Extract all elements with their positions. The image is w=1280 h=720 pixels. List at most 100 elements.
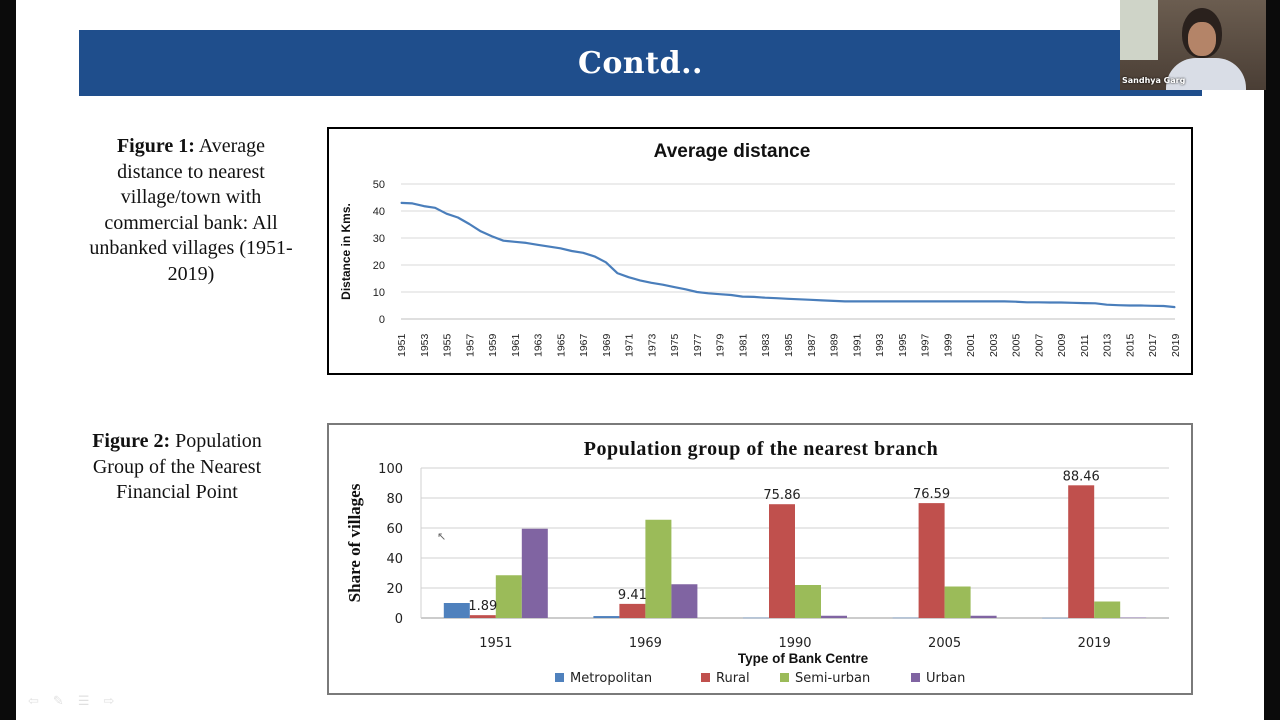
chart1-data-point: [536, 244, 539, 246]
chart2-bar-rural-1951: [469, 615, 496, 618]
chart1-x-tick-label: 1989: [829, 333, 841, 357]
chart1-x-tick-label: 2013: [1102, 333, 1114, 357]
chart1-data-point: [423, 205, 425, 207]
chart1-data-point: [411, 202, 413, 205]
chart2-y-tick-label: 100: [378, 462, 403, 477]
chart1-title: Average distance: [654, 141, 811, 162]
chart2-bar-semi-urban-2005: [944, 586, 971, 618]
pen-icon[interactable]: ✎: [52, 694, 64, 709]
chart1-x-tick-label: 1995: [897, 333, 909, 357]
figure-2-label: Figure 2:: [92, 430, 171, 452]
chart1-x-tick-label: 1967: [578, 333, 590, 357]
chart1-data-point: [628, 276, 630, 278]
figure-2-caption-text: Population Group of the Nearest Financia…: [92, 430, 262, 503]
chart1-data-point: [741, 295, 744, 298]
chart2-legend-swatch: [701, 673, 710, 682]
chart1-y-tick-label: 30: [373, 233, 385, 245]
chart2-legend-swatch: [780, 673, 789, 682]
chart1-x-tick-label: 1973: [646, 333, 658, 357]
chart1-data-point: [559, 247, 561, 249]
chart1-x-tick-label: 2007: [1033, 333, 1045, 357]
chart2-bar-semi-urban-2019: [1094, 601, 1121, 618]
chart1-data-point: [684, 288, 687, 290]
chart2-data-label: 1.89: [468, 599, 497, 614]
chart1-x-tick-label: 1999: [942, 333, 954, 357]
chart1-data-point: [1151, 305, 1153, 307]
chart1-x-tick-label: 1993: [874, 333, 886, 357]
chart2-data-label: 9.41: [618, 588, 647, 603]
chart1-x-tick-label: 1965: [555, 333, 567, 357]
chart1-data-point: [1106, 304, 1108, 306]
chart1-x-tick-label: 2011: [1079, 334, 1091, 357]
chart1-data-point: [593, 255, 596, 257]
chart2-data-label: 88.46: [1063, 469, 1100, 484]
chart2-x-tick-label: 1990: [778, 636, 811, 651]
chart1-x-tick-label: 1955: [442, 333, 454, 357]
chart2-bar-urban-2019: [1120, 617, 1147, 619]
chart2-x-tick-label: 1969: [629, 636, 662, 651]
chart2-bar-metropolitan-2005: [892, 617, 919, 619]
chart1-data-point: [662, 284, 664, 286]
chart1-data-point: [719, 293, 721, 295]
chart1-data-point: [1174, 306, 1176, 308]
chart1-data-point: [571, 250, 573, 252]
average-distance-chart-svg: Average distance 0 10 20 30 40 50 Distance in K…: [339, 141, 1182, 357]
chart2-bar-rural-1969: [619, 603, 646, 618]
chart1-data-point: [502, 240, 505, 242]
average-distance-chart: Average distance 0 10 20 30 40 50 Distance in K…: [327, 127, 1193, 375]
chart1-data-point: [1015, 301, 1017, 303]
chart1-data-point: [650, 282, 653, 284]
chart1-x-tick-label: 2019: [1170, 333, 1182, 357]
chart1-y-tick-label: 10: [373, 287, 385, 299]
chart2-y-tick-label: 20: [386, 582, 403, 597]
chart2-legend-swatch: [555, 673, 564, 682]
chart1-data-point: [1140, 304, 1142, 307]
chart2-bar-urban-1969: [671, 584, 698, 618]
chart1-x-tick-label: 2017: [1147, 333, 1159, 357]
chart1-x-tick-label: 1961: [510, 333, 522, 357]
chart1-data-point: [923, 300, 926, 303]
chart2-legend-label: Semi-urban: [795, 671, 870, 686]
menu-icon[interactable]: ☰: [77, 694, 90, 709]
chart1-data-point: [730, 294, 732, 296]
chart1-x-tick-label: 1997: [920, 333, 932, 357]
chart1-data-point: [582, 252, 584, 254]
chart1-x-tick-label: 2001: [965, 333, 977, 357]
figure-1-caption: Figure 1: Average distance to nearest vi…: [88, 134, 294, 287]
figure-1-label: Figure 1:: [116, 135, 195, 157]
chart1-data-point: [616, 272, 618, 274]
chart2-data-label: 76.59: [913, 487, 950, 502]
chart1-data-point: [696, 291, 698, 293]
chart1-x-tick-label: 1975: [669, 333, 681, 357]
chart1-data-point: [1071, 302, 1074, 304]
chart2-bar-semi-urban-1990: [795, 585, 821, 618]
chart1-y-axis-label: Distance in Kms.: [339, 203, 353, 300]
forward-arrow-icon[interactable]: ⇨: [103, 694, 115, 709]
chart1-data-point: [901, 300, 903, 303]
slide-title-bar: Contd..: [79, 30, 1202, 96]
chart1-data-point: [980, 300, 983, 303]
chart1-data-point: [935, 300, 937, 303]
chart1-data-point: [707, 292, 709, 294]
webcam-thumbnail[interactable]: Sandhya Garg: [1120, 0, 1266, 90]
chart1-data-point: [764, 297, 766, 299]
chart2-x-axis-label: Type of Bank Centre: [738, 651, 869, 666]
chart1-data-point: [605, 261, 607, 263]
chart1-data-point: [525, 242, 527, 244]
chart1-data-point: [832, 300, 835, 302]
chart1-data-point: [445, 213, 448, 215]
chart1-data-point: [1049, 301, 1051, 304]
chart1-data-point: [400, 202, 402, 204]
chart1-x-tick-label: 1983: [760, 333, 772, 357]
chart1-x-tick-label: 1979: [715, 333, 727, 357]
slide-title: Contd..: [578, 45, 703, 81]
chart1-data-point: [1026, 301, 1028, 303]
figure-1-caption-text: Average distance to nearest village/town…: [89, 135, 293, 285]
back-arrow-icon[interactable]: ⇦: [28, 694, 39, 709]
chart1-x-tick-label: 1963: [533, 333, 545, 357]
slide-nav-controls: ⇦ ✎ ☰ ⇨: [28, 694, 114, 709]
chart2-bar-urban-1951: [521, 528, 548, 618]
chart1-x-tick-label: 2003: [988, 333, 1000, 357]
chart1-data-point: [867, 300, 869, 303]
chart1-data-point: [1117, 304, 1119, 306]
